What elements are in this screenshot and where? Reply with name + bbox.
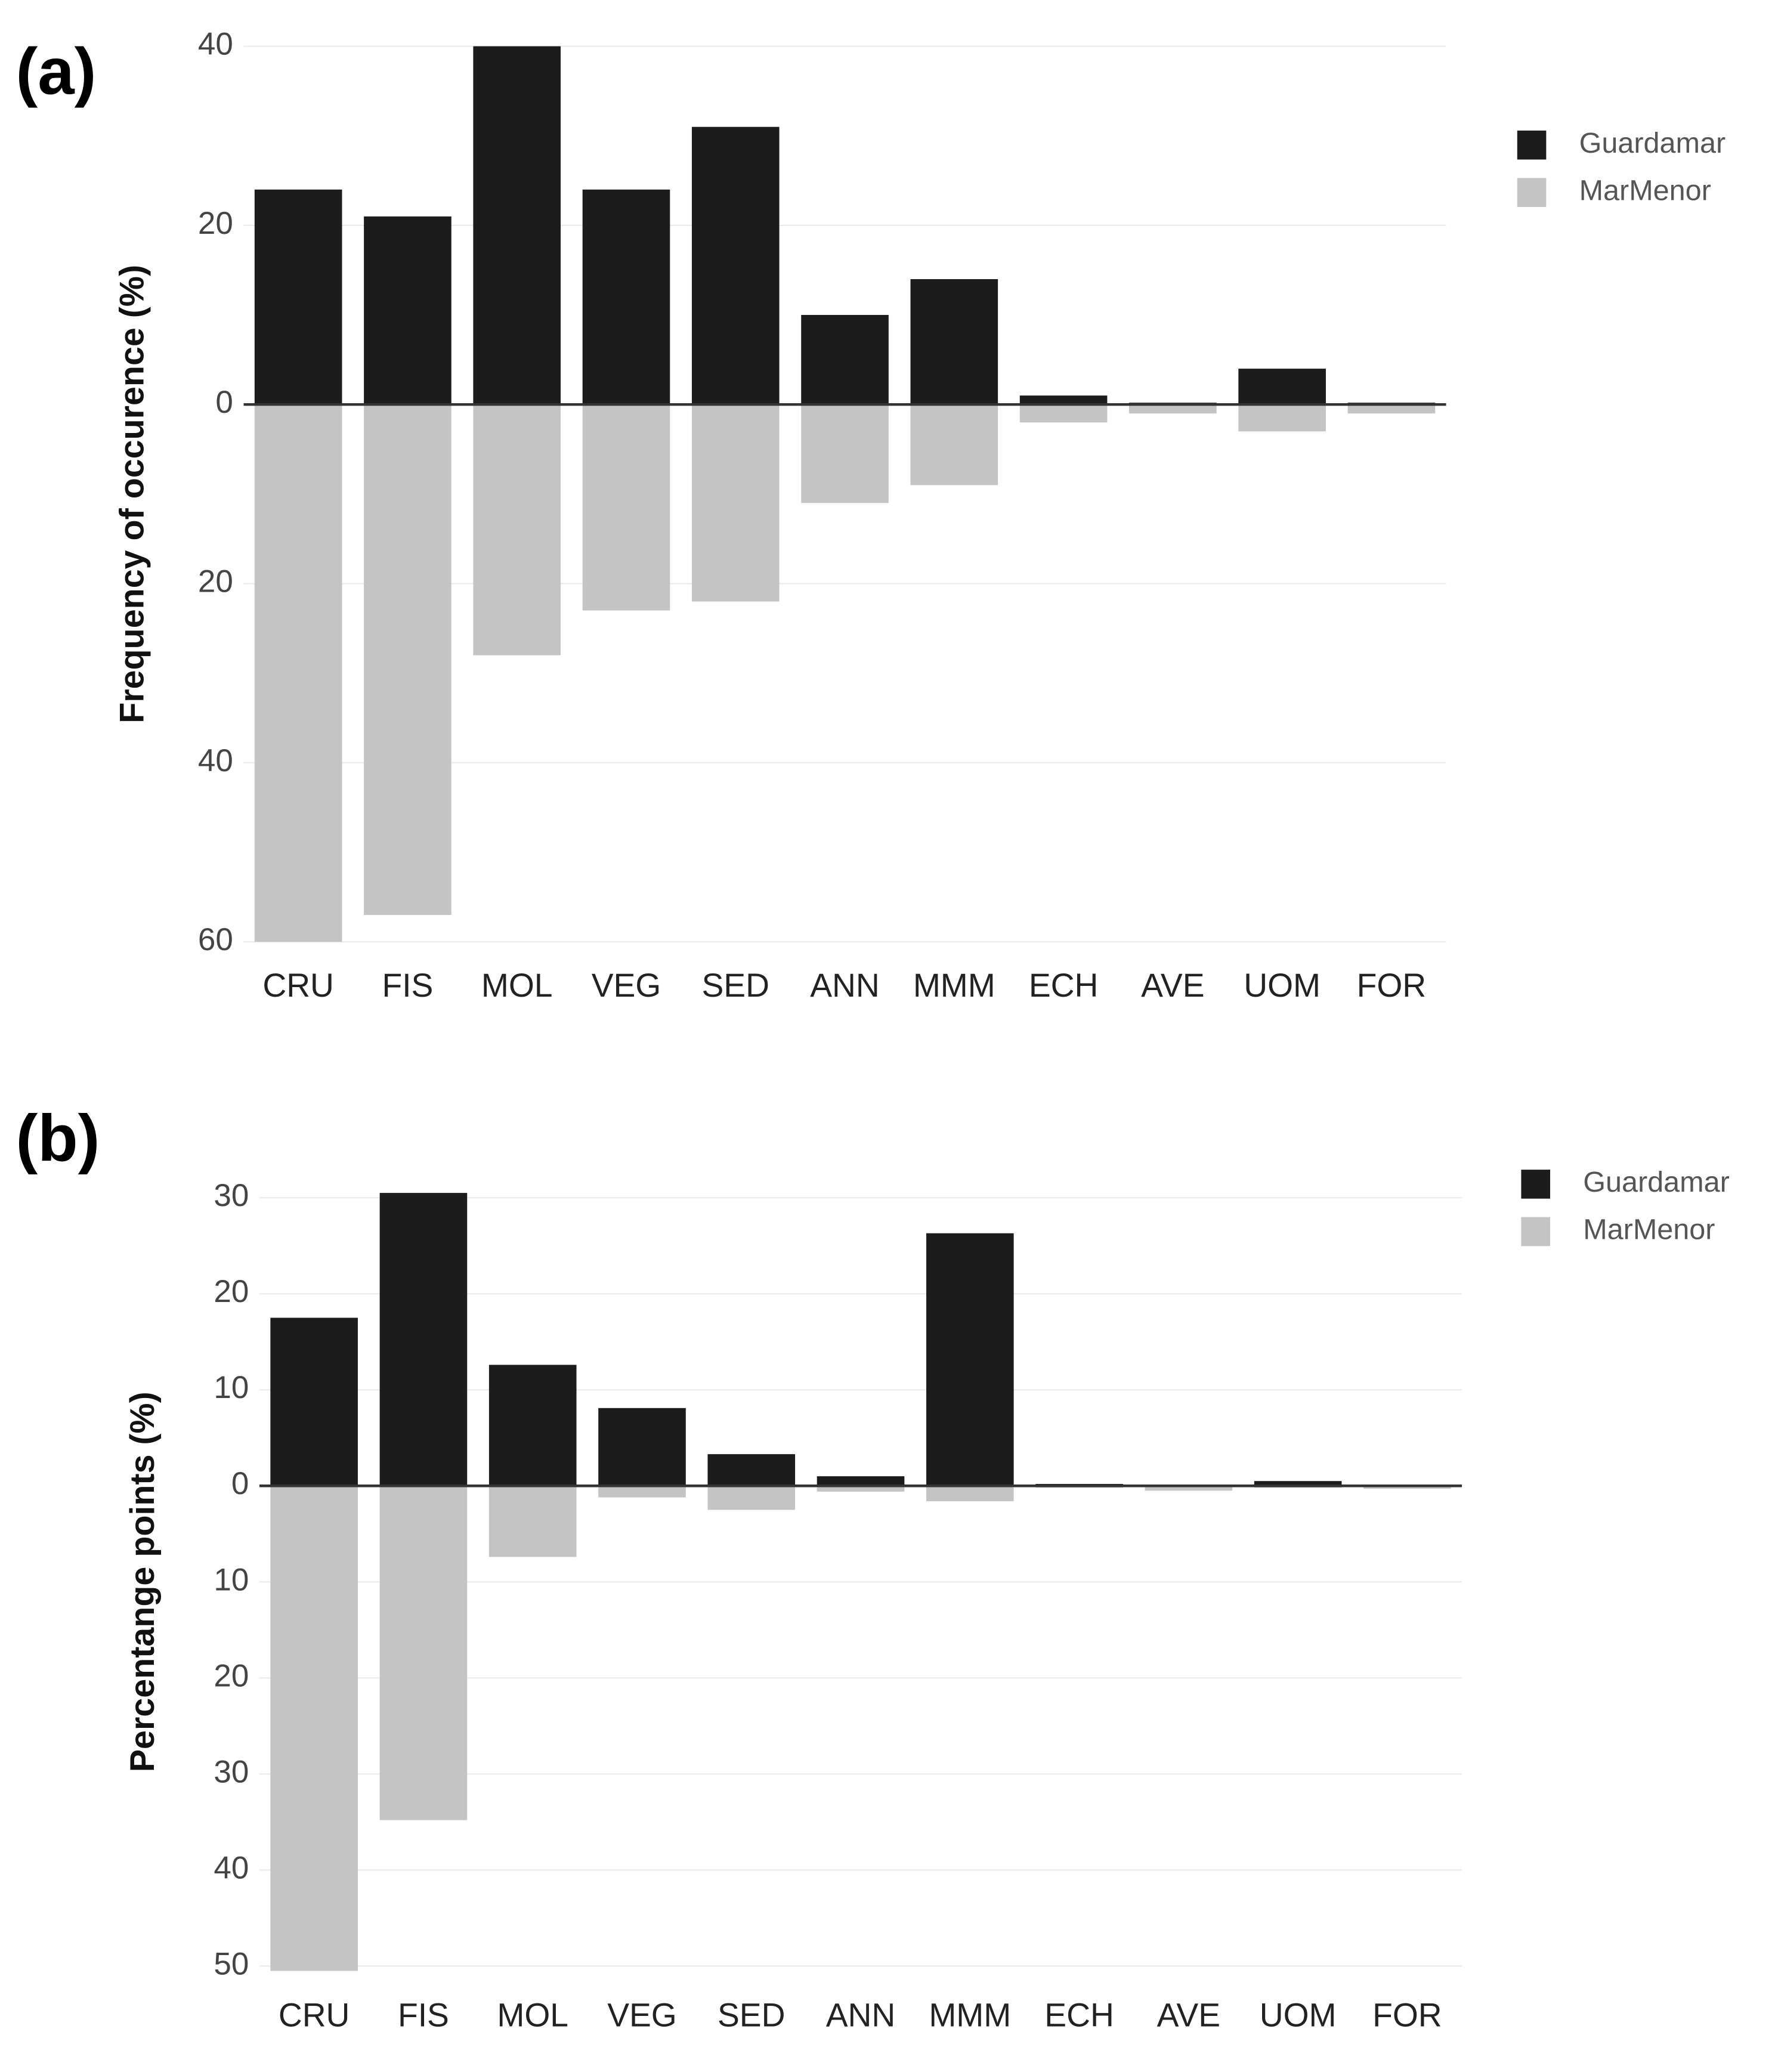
y-tick-label: 0: [231, 1466, 249, 1501]
legend-label: MarMenor: [1579, 175, 1711, 207]
legend-swatch: [1517, 178, 1547, 207]
y-axis-label: Frequency of occurence (%): [113, 265, 151, 723]
bar: [1019, 395, 1108, 405]
x-tick-label: ANN: [826, 1997, 896, 2034]
y-tick-label: 40: [214, 1850, 249, 1885]
x-tick-label: MMM: [929, 1997, 1011, 2034]
y-tick-label: 50: [214, 1946, 249, 1981]
bar: [364, 404, 452, 916]
bar: [1347, 404, 1436, 414]
x-tick-label: VEG: [592, 967, 661, 1004]
panel-label: (b): [16, 1102, 100, 1175]
bar: [801, 404, 889, 503]
bar: [1363, 1486, 1451, 1489]
bar: [1129, 404, 1217, 414]
legend-swatch: [1517, 130, 1547, 160]
y-axis-label: Percentange points (%): [123, 1391, 162, 1772]
x-tick-label: CRU: [262, 967, 334, 1004]
x-tick-label: SED: [718, 1997, 785, 2034]
x-tick-label: ECH: [1029, 967, 1099, 1004]
bar: [926, 1233, 1014, 1486]
bar: [1254, 1481, 1342, 1486]
y-tick-label: 30: [214, 1178, 249, 1213]
bar: [270, 1318, 358, 1486]
bar: [1238, 369, 1326, 405]
x-tick-label: FOR: [1357, 967, 1427, 1004]
bar: [379, 1486, 468, 1820]
x-tick-label: CRU: [279, 1997, 350, 2034]
panel-label: (a): [16, 35, 96, 109]
bar: [926, 1486, 1014, 1502]
bar: [910, 404, 998, 485]
bar: [707, 1486, 796, 1510]
x-tick-label: VEG: [607, 1997, 677, 2034]
legend-swatch: [1521, 1217, 1550, 1247]
bar: [254, 189, 342, 405]
x-tick-label: SED: [702, 967, 769, 1004]
bar: [817, 1486, 905, 1492]
bar: [270, 1486, 358, 1971]
bar: [1145, 1486, 1233, 1491]
legend-label: Guardamar: [1579, 127, 1726, 159]
y-tick-label: 60: [198, 922, 233, 957]
bar: [1019, 404, 1108, 423]
legend-label: Guardamar: [1583, 1166, 1730, 1198]
y-tick-label: 20: [198, 206, 233, 241]
x-tick-label: FIS: [398, 1997, 449, 2034]
bar: [488, 1365, 577, 1486]
x-tick-label: UOM: [1244, 967, 1321, 1004]
y-tick-label: 0: [215, 385, 233, 420]
bar: [488, 1486, 577, 1557]
bar: [364, 216, 452, 405]
y-tick-label: 20: [214, 1274, 249, 1309]
bar: [691, 126, 780, 405]
bar: [1238, 404, 1326, 432]
bar: [473, 46, 561, 405]
y-tick-label: 10: [214, 1370, 249, 1405]
x-tick-label: AVE: [1141, 967, 1204, 1004]
y-tick-label: 20: [214, 1658, 249, 1693]
x-tick-label: FIS: [382, 967, 433, 1004]
bar: [817, 1476, 905, 1486]
bar: [582, 189, 670, 405]
legend-label: MarMenor: [1583, 1214, 1715, 1246]
x-tick-label: MMM: [913, 967, 995, 1004]
legend-swatch: [1521, 1170, 1550, 1199]
x-tick-label: MOL: [497, 1997, 568, 2034]
x-tick-label: ANN: [810, 967, 880, 1004]
bar: [598, 1486, 686, 1498]
bar: [582, 404, 670, 611]
bar: [254, 404, 342, 942]
bar: [379, 1193, 468, 1486]
y-tick-label: 40: [198, 27, 233, 62]
bar: [691, 404, 780, 602]
y-tick-label: 10: [214, 1562, 249, 1597]
bar: [598, 1408, 686, 1486]
x-tick-label: AVE: [1157, 1997, 1220, 2034]
x-tick-label: FOR: [1372, 1997, 1442, 2034]
x-tick-label: UOM: [1260, 1997, 1337, 2034]
y-tick-label: 30: [214, 1754, 249, 1789]
bar: [707, 1454, 796, 1486]
x-tick-label: ECH: [1044, 1997, 1114, 2034]
y-tick-label: 40: [198, 743, 233, 778]
bar: [801, 315, 889, 405]
bar: [910, 279, 998, 405]
x-tick-label: MOL: [481, 967, 553, 1004]
bar: [473, 404, 561, 655]
y-tick-label: 20: [198, 564, 233, 599]
